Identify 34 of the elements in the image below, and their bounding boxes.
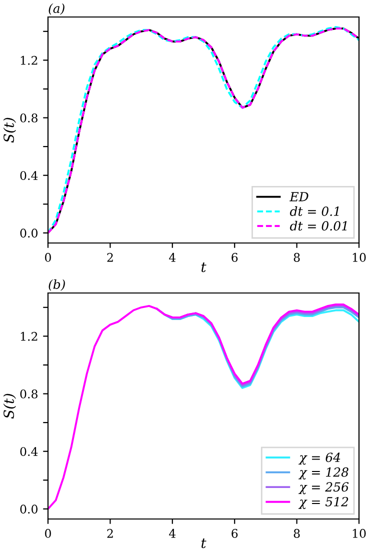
x-tick-label: 8: [294, 252, 300, 262]
y-tick-label: 1.2: [20, 56, 38, 65]
legend-label: dt = 0.01: [290, 220, 347, 231]
y-axis-title: S(t): [3, 394, 16, 419]
chart-title: (b): [48, 279, 65, 291]
x-tick-label: 6: [232, 528, 238, 538]
x-tick-label: 4: [169, 528, 176, 538]
legend-label: χ = 512: [298, 496, 348, 509]
x-tick-label: 2: [107, 252, 113, 262]
y-tick-label: 0.0: [20, 504, 38, 514]
x-tick-label: 8: [294, 528, 300, 538]
x-tick-label: 6: [232, 252, 238, 262]
y-tick-label: 0.4: [20, 171, 38, 180]
x-tick-label: 2: [107, 528, 113, 538]
legend-label: χ = 64: [298, 452, 340, 465]
chart-title: (a): [48, 3, 64, 15]
x-axis-title: t: [201, 538, 206, 548]
x-tick-label: 0: [45, 252, 51, 262]
x-tick-label: 4: [169, 252, 176, 262]
x-tick-label: 10: [352, 252, 366, 262]
legend-label: ED: [290, 192, 308, 202]
x-tick-label: 0: [45, 528, 51, 538]
y-tick-label: 0.4: [20, 447, 38, 456]
legend-label: χ = 256: [298, 482, 349, 494]
x-axis-title: t: [201, 262, 206, 272]
x-tick-label: 10: [352, 528, 366, 538]
y-axis-title: S(t): [3, 118, 16, 143]
y-tick-label: 0.8: [20, 389, 38, 398]
y-tick-label: 1.2: [20, 332, 38, 341]
y-tick-label: 0.0: [20, 228, 38, 238]
line-series: [48, 304, 359, 510]
legend-label: dt = 0.1: [290, 206, 339, 216]
y-tick-label: 0.8: [20, 113, 38, 122]
legend-label: χ = 128: [298, 467, 348, 480]
